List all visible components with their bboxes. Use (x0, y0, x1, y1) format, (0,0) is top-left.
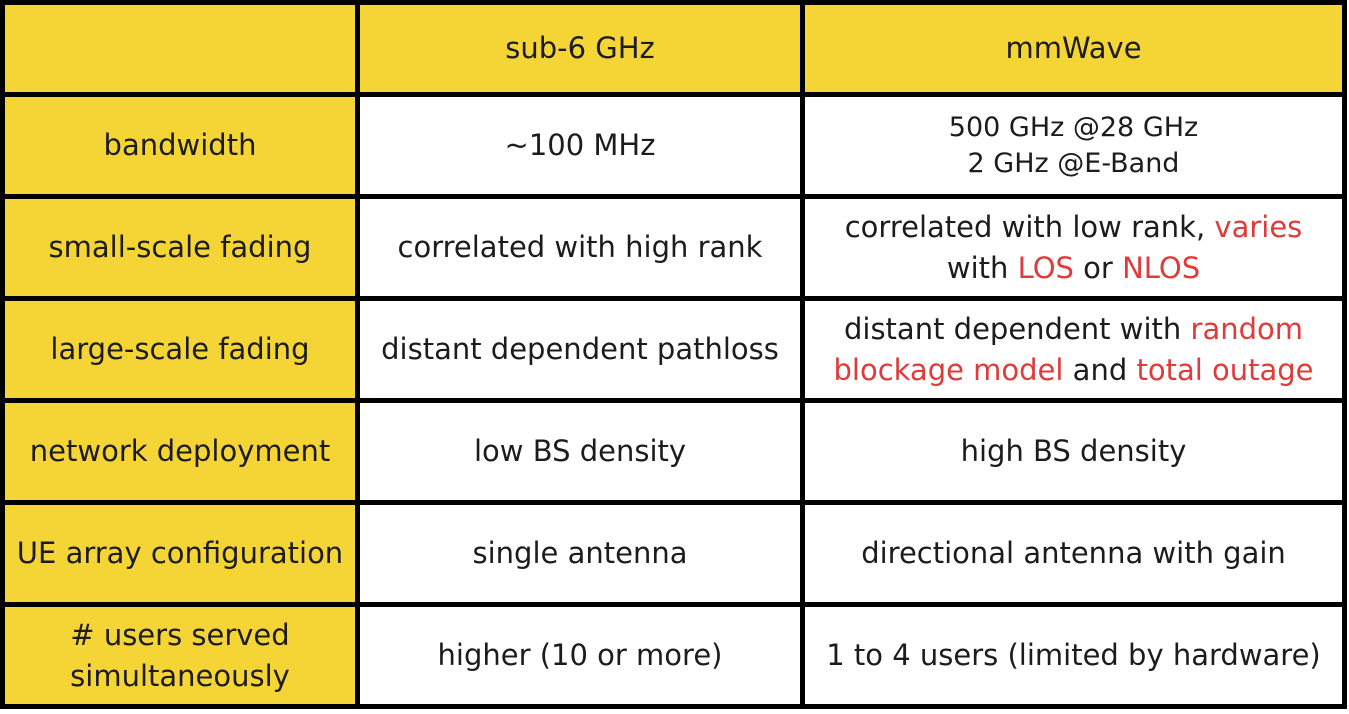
header-row: sub-6 GHz mmWave (0, 0, 1347, 97)
mmwave-bandwidth-line2: 2 GHz @E-Band (967, 147, 1180, 179)
cell-sub6-small-scale-fading: correlated with high rank (355, 194, 805, 301)
text-segment: with (946, 250, 1018, 285)
cell-mmwave-ue-array: directional antenna with gain (800, 500, 1347, 607)
cell-mmwave-users-served: 1 to 4 users (limited by hardware) (800, 602, 1347, 709)
mmwave-bandwidth-line1: 500 GHz @28 GHz (948, 111, 1199, 143)
table-row-ue-array: UE array configuration single antenna di… (0, 500, 1347, 607)
cell-sub6-users-served: higher (10 or more) (355, 602, 805, 709)
mmwave-small-scale-line1: correlated with low rank, varies (809, 207, 1338, 248)
highlight-varies: varies (1214, 209, 1303, 244)
header-blank-cell (0, 0, 360, 97)
table-row-bandwidth: bandwidth ~100 MHz 500 GHz @28 GHz 2 GHz… (0, 92, 1347, 199)
text-segment: and (1063, 352, 1137, 387)
cell-sub6-bandwidth: ~100 MHz (355, 92, 805, 199)
text-segment: or (1073, 250, 1123, 285)
highlight-blockage-model: blockage model (833, 352, 1064, 387)
mmwave-small-scale-line2: with LOS or NLOS (809, 248, 1338, 289)
row-label-bandwidth: bandwidth (0, 92, 360, 199)
users-served-label-line2: simultaneously (70, 658, 290, 693)
highlight-nlos: NLOS (1122, 250, 1201, 285)
row-label-users-served: # users served simultaneously (0, 602, 360, 709)
highlight-los: LOS (1017, 250, 1074, 285)
text-segment: correlated with low rank, (844, 209, 1215, 244)
cell-sub6-ue-array: single antenna (355, 500, 805, 607)
table-row-large-scale-fading: large-scale fading distant dependent pat… (0, 296, 1347, 403)
users-served-label-line1: # users served (70, 617, 290, 652)
table-row-small-scale-fading: small-scale fading correlated with high … (0, 194, 1347, 301)
row-label-small-scale-fading: small-scale fading (0, 194, 360, 301)
header-sub6: sub-6 GHz (355, 0, 805, 97)
cell-sub6-large-scale-fading: distant dependent pathloss (355, 296, 805, 403)
mmwave-large-scale-line1: distant dependent with random (809, 309, 1338, 350)
header-mmwave: mmWave (800, 0, 1347, 97)
row-label-large-scale-fading: large-scale fading (0, 296, 360, 403)
mmwave-large-scale-line2: blockage model and total outage (809, 350, 1338, 391)
highlight-random: random (1190, 311, 1303, 346)
cell-mmwave-network-deployment: high BS density (800, 398, 1347, 505)
cell-mmwave-bandwidth: 500 GHz @28 GHz 2 GHz @E-Band (800, 92, 1347, 199)
table-row-users-served: # users served simultaneously higher (10… (0, 602, 1347, 709)
cell-mmwave-small-scale-fading: correlated with low rank, varies with LO… (800, 194, 1347, 301)
row-label-ue-array: UE array configuration (0, 500, 360, 607)
cell-sub6-network-deployment: low BS density (355, 398, 805, 505)
row-label-network-deployment: network deployment (0, 398, 360, 505)
table-row-network-deployment: network deployment low BS density high B… (0, 398, 1347, 505)
text-segment: distant dependent with (843, 311, 1191, 346)
highlight-total-outage: total outage (1136, 352, 1314, 387)
cell-mmwave-large-scale-fading: distant dependent with random blockage m… (800, 296, 1347, 403)
